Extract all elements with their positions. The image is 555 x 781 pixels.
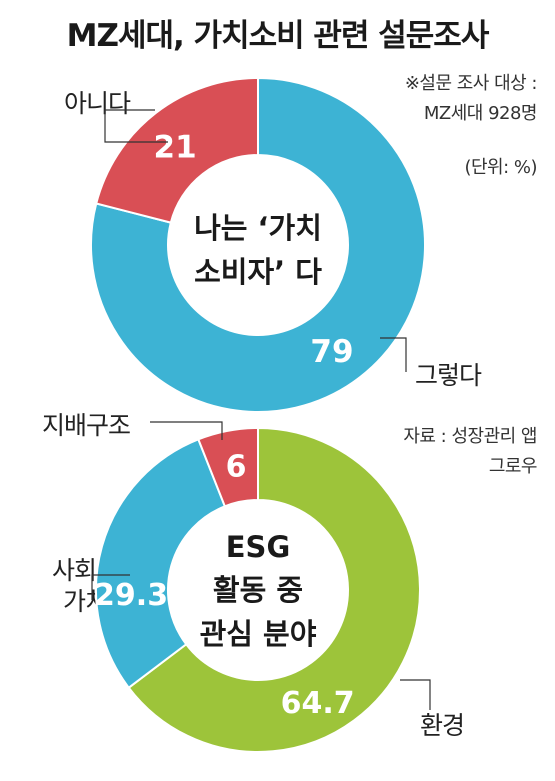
donut2-center-label-line2: 활동 중	[213, 573, 303, 607]
chart-title: MZ세대, 가치소비 관련 설문조사	[66, 18, 490, 54]
donut1-slice-0	[90, 76, 426, 413]
donut2-slice-1	[95, 438, 227, 690]
donut2-value-label-1: 29.3	[94, 578, 168, 613]
category-label-governance: 지배구조	[42, 411, 131, 440]
donut1-value-label-0: 79	[310, 334, 353, 370]
donut2-slice-2	[197, 426, 259, 508]
donut2-leader-line-1	[91, 574, 130, 600]
donut1-center-label-line1: 나는 ‘가치	[194, 211, 322, 245]
donut2-leader-line-0	[400, 679, 431, 710]
source-line2: 그로우	[488, 456, 538, 477]
donut2-slice-0	[127, 426, 421, 753]
donut2-center-label-line3: 관심 분야	[200, 617, 317, 651]
donut1-slice-1	[95, 76, 259, 224]
donut1-leader-line-0	[380, 337, 407, 372]
category-label-environment: 환경	[420, 711, 465, 740]
unit-label: (단위: %)	[464, 157, 537, 178]
donut2-center-label-line1: ESG	[226, 530, 291, 564]
survey-target-line2: MZ세대 928명	[423, 103, 538, 124]
donut2-leader-line-2	[150, 421, 223, 440]
source-line1: 자료 : 성장관리 앱	[403, 426, 537, 447]
donut1-leader-line-1	[104, 109, 168, 143]
donut2-value-label-2: 6	[226, 450, 247, 485]
category-label-yes: 그렇다	[415, 361, 482, 390]
survey-target-line1: ※설문 조사 대상 :	[404, 73, 538, 94]
category-label-no: 아니다	[64, 89, 131, 118]
donut1-value-label-1: 21	[154, 129, 197, 165]
donut1-center-label-line2: 소비자’ 다	[194, 255, 322, 289]
donut2-value-label-0: 64.7	[281, 686, 355, 721]
